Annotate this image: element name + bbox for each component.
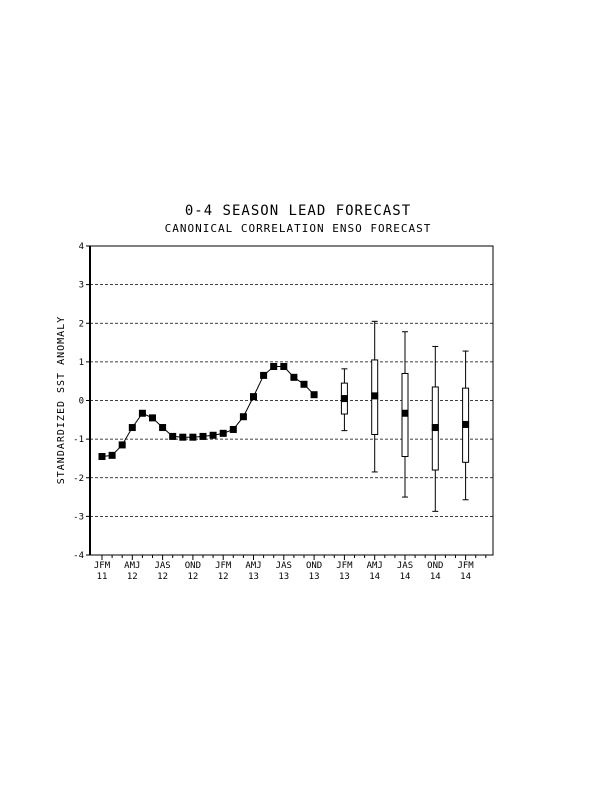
- y-axis-label: STANDARDIZED SST ANOMALY: [56, 316, 67, 485]
- observed-point: [209, 431, 217, 439]
- chart-title: 0-4 SEASON LEAD FORECAST: [185, 203, 411, 219]
- observed-series: [98, 363, 318, 461]
- observed-point: [260, 371, 268, 379]
- x-tick-year: 14: [460, 572, 471, 582]
- observed-point: [118, 441, 126, 449]
- observed-point: [108, 451, 116, 459]
- x-tick-year: 13: [278, 572, 289, 582]
- observed-point: [159, 424, 167, 432]
- forecast-median-point: [462, 420, 470, 428]
- observed-point: [239, 413, 247, 421]
- x-tick-year: 12: [127, 572, 138, 582]
- x-tick-season: JFM: [94, 561, 111, 571]
- forecast-box: [371, 320, 379, 473]
- x-tick-season: AMJ: [245, 561, 261, 571]
- x-tick-season: OND: [427, 561, 443, 571]
- y-tick-label: 2: [79, 319, 84, 329]
- forecast-median-point: [340, 395, 348, 403]
- x-tick-season: OND: [185, 561, 201, 571]
- x-tick-year: 14: [430, 572, 441, 582]
- observed-point: [300, 380, 308, 388]
- forecast-median-point: [371, 392, 379, 400]
- y-tick-label: 1: [79, 358, 84, 368]
- y-tick-label: -1: [73, 435, 84, 445]
- y-tick-label: -4: [73, 551, 84, 561]
- x-tick-season: JAS: [276, 561, 292, 571]
- forecast-median-point: [401, 409, 409, 417]
- chart-subtitle: CANONICAL CORRELATION ENSO FORECAST: [165, 222, 432, 235]
- observed-point: [128, 424, 136, 432]
- x-tick-season: OND: [306, 561, 322, 571]
- observed-point: [189, 433, 197, 441]
- y-tick-label: -3: [73, 512, 84, 522]
- observed-point: [149, 414, 156, 422]
- forecast-box: [431, 345, 439, 512]
- x-tick-year: 13: [309, 572, 320, 582]
- x-tick-season: JFM: [457, 561, 474, 571]
- y-tick-label: -2: [73, 474, 84, 484]
- observed-point: [250, 393, 257, 401]
- observed-point: [270, 363, 278, 371]
- forecast-series: [340, 320, 470, 512]
- observed-point: [98, 453, 106, 461]
- observed-point: [229, 425, 237, 433]
- x-ticks: JFM11AMJ12JAS12OND12JFM12AMJ13JAS13OND13…: [94, 555, 487, 582]
- observed-point: [179, 433, 187, 441]
- x-tick-year: 14: [369, 572, 380, 582]
- forecast-box: [462, 350, 470, 501]
- x-tick-season: JAS: [154, 561, 170, 571]
- observed-point: [219, 429, 227, 437]
- y-ticks: -4 -3 -2 -1 0 1 2 3 4: [73, 242, 90, 561]
- observed-point: [169, 432, 177, 440]
- x-tick-year: 12: [187, 572, 198, 582]
- observed-point: [280, 363, 288, 371]
- x-tick-year: 12: [157, 572, 168, 582]
- x-tick-season: AMJ: [367, 561, 383, 571]
- y-tick-label: 4: [79, 242, 84, 252]
- forecast-box: [340, 368, 348, 432]
- x-tick-season: JFM: [215, 561, 232, 571]
- observed-point: [290, 373, 298, 381]
- observed-point: [310, 391, 318, 399]
- x-tick-year: 13: [339, 572, 350, 582]
- x-tick-season: JFM: [336, 561, 353, 571]
- gridlines: [90, 284, 493, 517]
- observed-point: [199, 432, 207, 440]
- observed-line: [101, 366, 315, 458]
- x-tick-season: AMJ: [124, 561, 140, 571]
- forecast-median-point: [431, 424, 439, 432]
- observed-point: [138, 409, 146, 417]
- y-tick-label: 0: [79, 397, 84, 407]
- x-tick-season: JAS: [397, 561, 413, 571]
- y-tick-label: 3: [79, 281, 84, 291]
- forecast-box: [401, 331, 409, 498]
- x-tick-year: 13: [248, 572, 259, 582]
- x-tick-year: 12: [218, 572, 229, 582]
- x-tick-year: 14: [400, 572, 411, 582]
- x-tick-year: 11: [97, 572, 108, 582]
